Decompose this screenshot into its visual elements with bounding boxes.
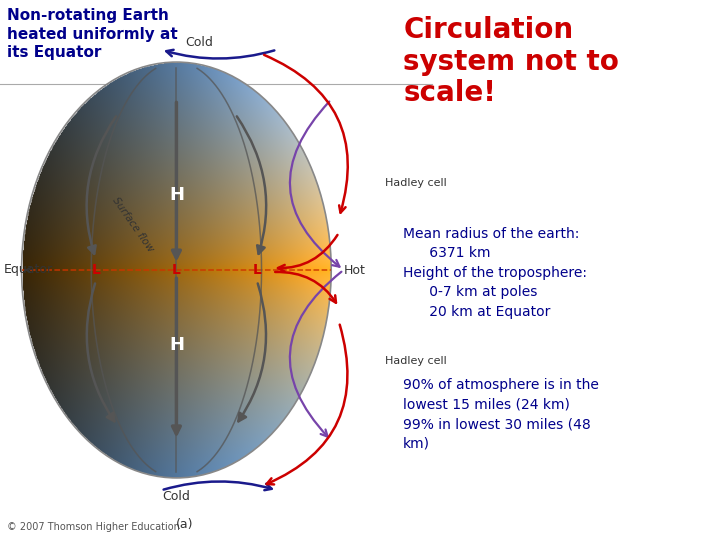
Text: H: H [169,336,184,354]
Text: 90% of atmosphere is in the
lowest 15 miles (24 km)
99% in lowest 30 miles (48
k: 90% of atmosphere is in the lowest 15 mi… [403,378,599,450]
Text: Hadley cell: Hadley cell [385,356,447,367]
Text: Equator: Equator [4,264,53,276]
Text: Mean radius of the earth:
      6371 km
Height of the troposphere:
      0-7 km : Mean radius of the earth: 6371 km Height… [403,227,588,319]
Text: Circulation
system not to
scale!: Circulation system not to scale! [403,16,619,107]
Text: Cold: Cold [163,490,190,503]
Text: L: L [253,263,261,277]
Text: (a): (a) [176,518,193,531]
Text: Surface flow: Surface flow [111,195,156,253]
Text: Hadley cell: Hadley cell [385,178,447,188]
Text: H: H [169,186,184,204]
Text: L: L [172,263,181,277]
Text: L: L [91,263,100,277]
Text: Non-rotating Earth
heated uniformly at
its Equator: Non-rotating Earth heated uniformly at i… [7,8,178,60]
Text: Hot: Hot [344,264,366,276]
Text: Cold: Cold [186,36,214,49]
Text: © 2007 Thomson Higher Education: © 2007 Thomson Higher Education [7,522,180,532]
